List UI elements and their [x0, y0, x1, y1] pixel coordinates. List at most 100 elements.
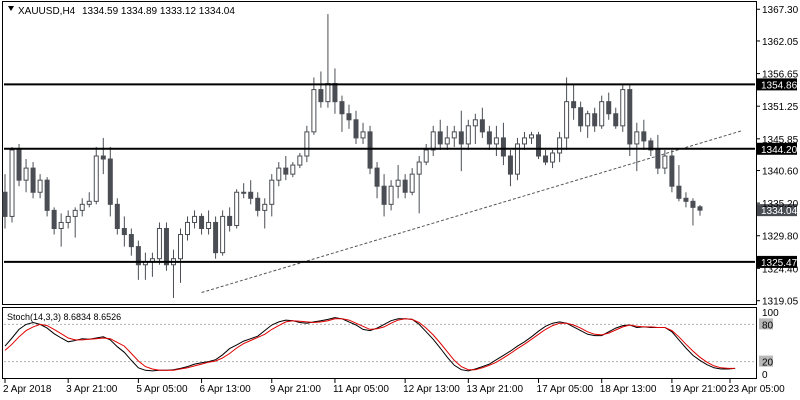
candle-body: [620, 89, 626, 127]
candle-body: [557, 137, 563, 154]
candle: [648, 137, 654, 157]
candle: [479, 107, 485, 138]
candle: [16, 143, 22, 187]
time-tick-label: 19 Apr 21:00: [670, 384, 727, 395]
candle: [9, 146, 15, 223]
candle-body: [360, 131, 366, 139]
indicator-label: Stoch(14,3,3) 8.6834 8.6526: [7, 312, 121, 322]
candle: [325, 14, 331, 108]
candle-body: [669, 155, 675, 187]
current-price-label: 1334.04: [761, 206, 798, 217]
price-tick-label: 1324.40: [762, 264, 799, 275]
candle: [23, 159, 29, 193]
candle: [543, 149, 549, 166]
candle-body: [423, 149, 429, 163]
candle-body: [65, 215, 71, 223]
candle: [44, 177, 50, 217]
candle: [234, 189, 240, 229]
candle-body: [409, 173, 415, 193]
candle-body: [51, 209, 57, 230]
candle: [121, 216, 127, 247]
candle: [409, 168, 415, 196]
candle-body: [248, 191, 254, 199]
price-tick-label: 1367.30: [762, 5, 799, 16]
time-tick-label: 13 Apr 21:00: [466, 384, 523, 395]
candle: [283, 156, 289, 181]
candle-body: [381, 185, 387, 205]
stoch-signal-line: [4, 318, 736, 371]
candle: [683, 192, 689, 208]
candle: [170, 249, 176, 298]
candle-body: [571, 101, 577, 109]
candle-body: [220, 215, 226, 254]
candle-body: [416, 161, 422, 175]
candle-body: [262, 203, 268, 211]
candle: [416, 156, 422, 214]
candle-body: [23, 167, 29, 181]
candle: [353, 110, 359, 144]
level-price-label: 1354.86: [761, 80, 798, 91]
candle-body: [500, 137, 506, 157]
candle-body: [634, 131, 640, 145]
candle: [100, 137, 106, 175]
candle: [206, 210, 212, 235]
price-tick-label: 1362.05: [762, 37, 799, 48]
candle-body: [479, 119, 485, 133]
candle-body: [178, 234, 183, 260]
candle-body: [465, 125, 471, 145]
level-price-label: 1325.47: [761, 258, 798, 269]
candles-layer: [2, 14, 703, 298]
candle-body: [255, 197, 261, 211]
candle-body: [241, 191, 247, 194]
candle-body: [185, 221, 191, 236]
candle-body: [374, 167, 380, 187]
candle: [578, 101, 584, 132]
candle-body: [276, 167, 282, 181]
candle: [388, 180, 394, 211]
candle: [662, 149, 668, 175]
candle: [107, 146, 113, 217]
candle: [149, 252, 155, 277]
candle-body: [550, 152, 556, 163]
candle: [37, 174, 43, 199]
candle-body: [72, 209, 78, 217]
candle: [444, 125, 450, 150]
candle-body: [437, 131, 443, 145]
candle-body: [332, 83, 338, 103]
stoch-tick-label: 80: [762, 320, 774, 331]
candle-body: [507, 155, 513, 175]
candle-body: [346, 113, 352, 121]
candle-body: [697, 206, 703, 211]
time-tick-label: 2 Apr 2018: [3, 384, 52, 395]
price-tick-label: 1335.20: [762, 199, 799, 210]
candle-body: [486, 131, 492, 145]
candle-body: [353, 119, 359, 139]
candle: [297, 153, 303, 169]
candle-body: [290, 164, 296, 175]
level-price-tag: [757, 142, 797, 155]
candle-body: [37, 179, 43, 193]
candle: [128, 228, 134, 256]
main-pane-frame: [2, 1, 757, 305]
candle: [690, 198, 696, 226]
candle: [374, 162, 380, 199]
candle: [585, 110, 591, 138]
time-tick-label: 9 Apr 21:00: [270, 384, 322, 395]
candle: [536, 131, 542, 160]
candle: [86, 192, 92, 208]
candle-body: [192, 215, 198, 223]
candle-body: [493, 137, 499, 145]
time-tick-label: 18 Apr 13:00: [600, 384, 657, 395]
candle-body: [655, 149, 661, 169]
candle: [58, 213, 64, 247]
candle: [521, 131, 527, 150]
candle: [599, 95, 605, 129]
ohlc-readout: 1334.59 1334.89 1333.12 1334.04: [82, 6, 235, 17]
stoch-level-tag: [759, 318, 773, 330]
time-tick-label: 23 Apr 05:00: [728, 384, 785, 395]
candle-body: [641, 131, 647, 142]
candle: [248, 180, 254, 205]
candle: [486, 125, 492, 150]
candle-body: [543, 155, 549, 163]
